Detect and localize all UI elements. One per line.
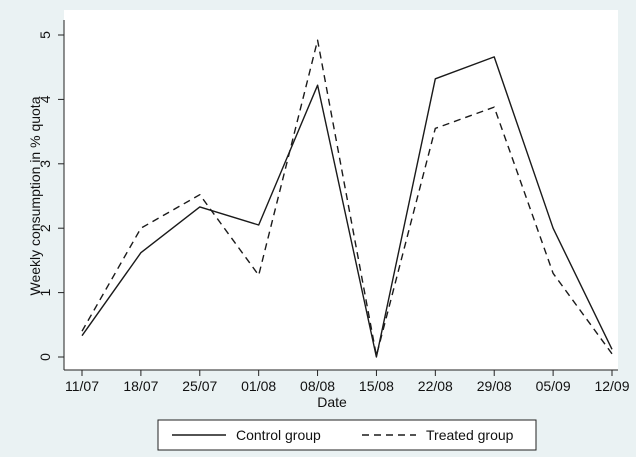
y-tick-label: 4 bbox=[37, 95, 53, 103]
y-axis-ticks: 0 1 2 3 4 5 bbox=[37, 31, 64, 361]
x-tick-label: 11/07 bbox=[65, 378, 99, 394]
series-line-control bbox=[81, 56, 613, 358]
x-tick-label: 01/08 bbox=[241, 378, 276, 394]
legend-label-treated: Treated group bbox=[426, 427, 514, 443]
x-tick-label: 18/07 bbox=[123, 378, 158, 394]
y-axis-title: Weekly consumption in % quota bbox=[27, 96, 43, 295]
plot-area bbox=[64, 10, 618, 370]
x-tick-label: 22/08 bbox=[418, 378, 453, 394]
y-tick-label: 0 bbox=[37, 353, 53, 361]
y-tick-label: 3 bbox=[37, 160, 53, 168]
legend-label-control: Control group bbox=[236, 427, 321, 443]
x-axis-ticks: 11/07 18/07 25/07 01/08 08/08 15/08 22/08 29/08… bbox=[65, 370, 630, 394]
series-layer bbox=[81, 39, 613, 358]
y-tick-label: 5 bbox=[37, 31, 53, 39]
x-axis-title: Date bbox=[317, 394, 347, 410]
x-tick-label: 08/08 bbox=[300, 378, 335, 394]
y-tick-label: 1 bbox=[37, 288, 53, 296]
y-tick-label: 2 bbox=[37, 224, 53, 232]
x-tick-label: 15/08 bbox=[359, 378, 394, 394]
legend: Control group Treated group bbox=[157, 419, 537, 451]
x-tick-label: 29/08 bbox=[477, 378, 512, 394]
series-line-treated bbox=[81, 39, 613, 357]
x-tick-label: 05/09 bbox=[536, 378, 571, 394]
x-tick-label: 25/07 bbox=[182, 378, 217, 394]
x-tick-label: 12/09 bbox=[594, 378, 629, 394]
